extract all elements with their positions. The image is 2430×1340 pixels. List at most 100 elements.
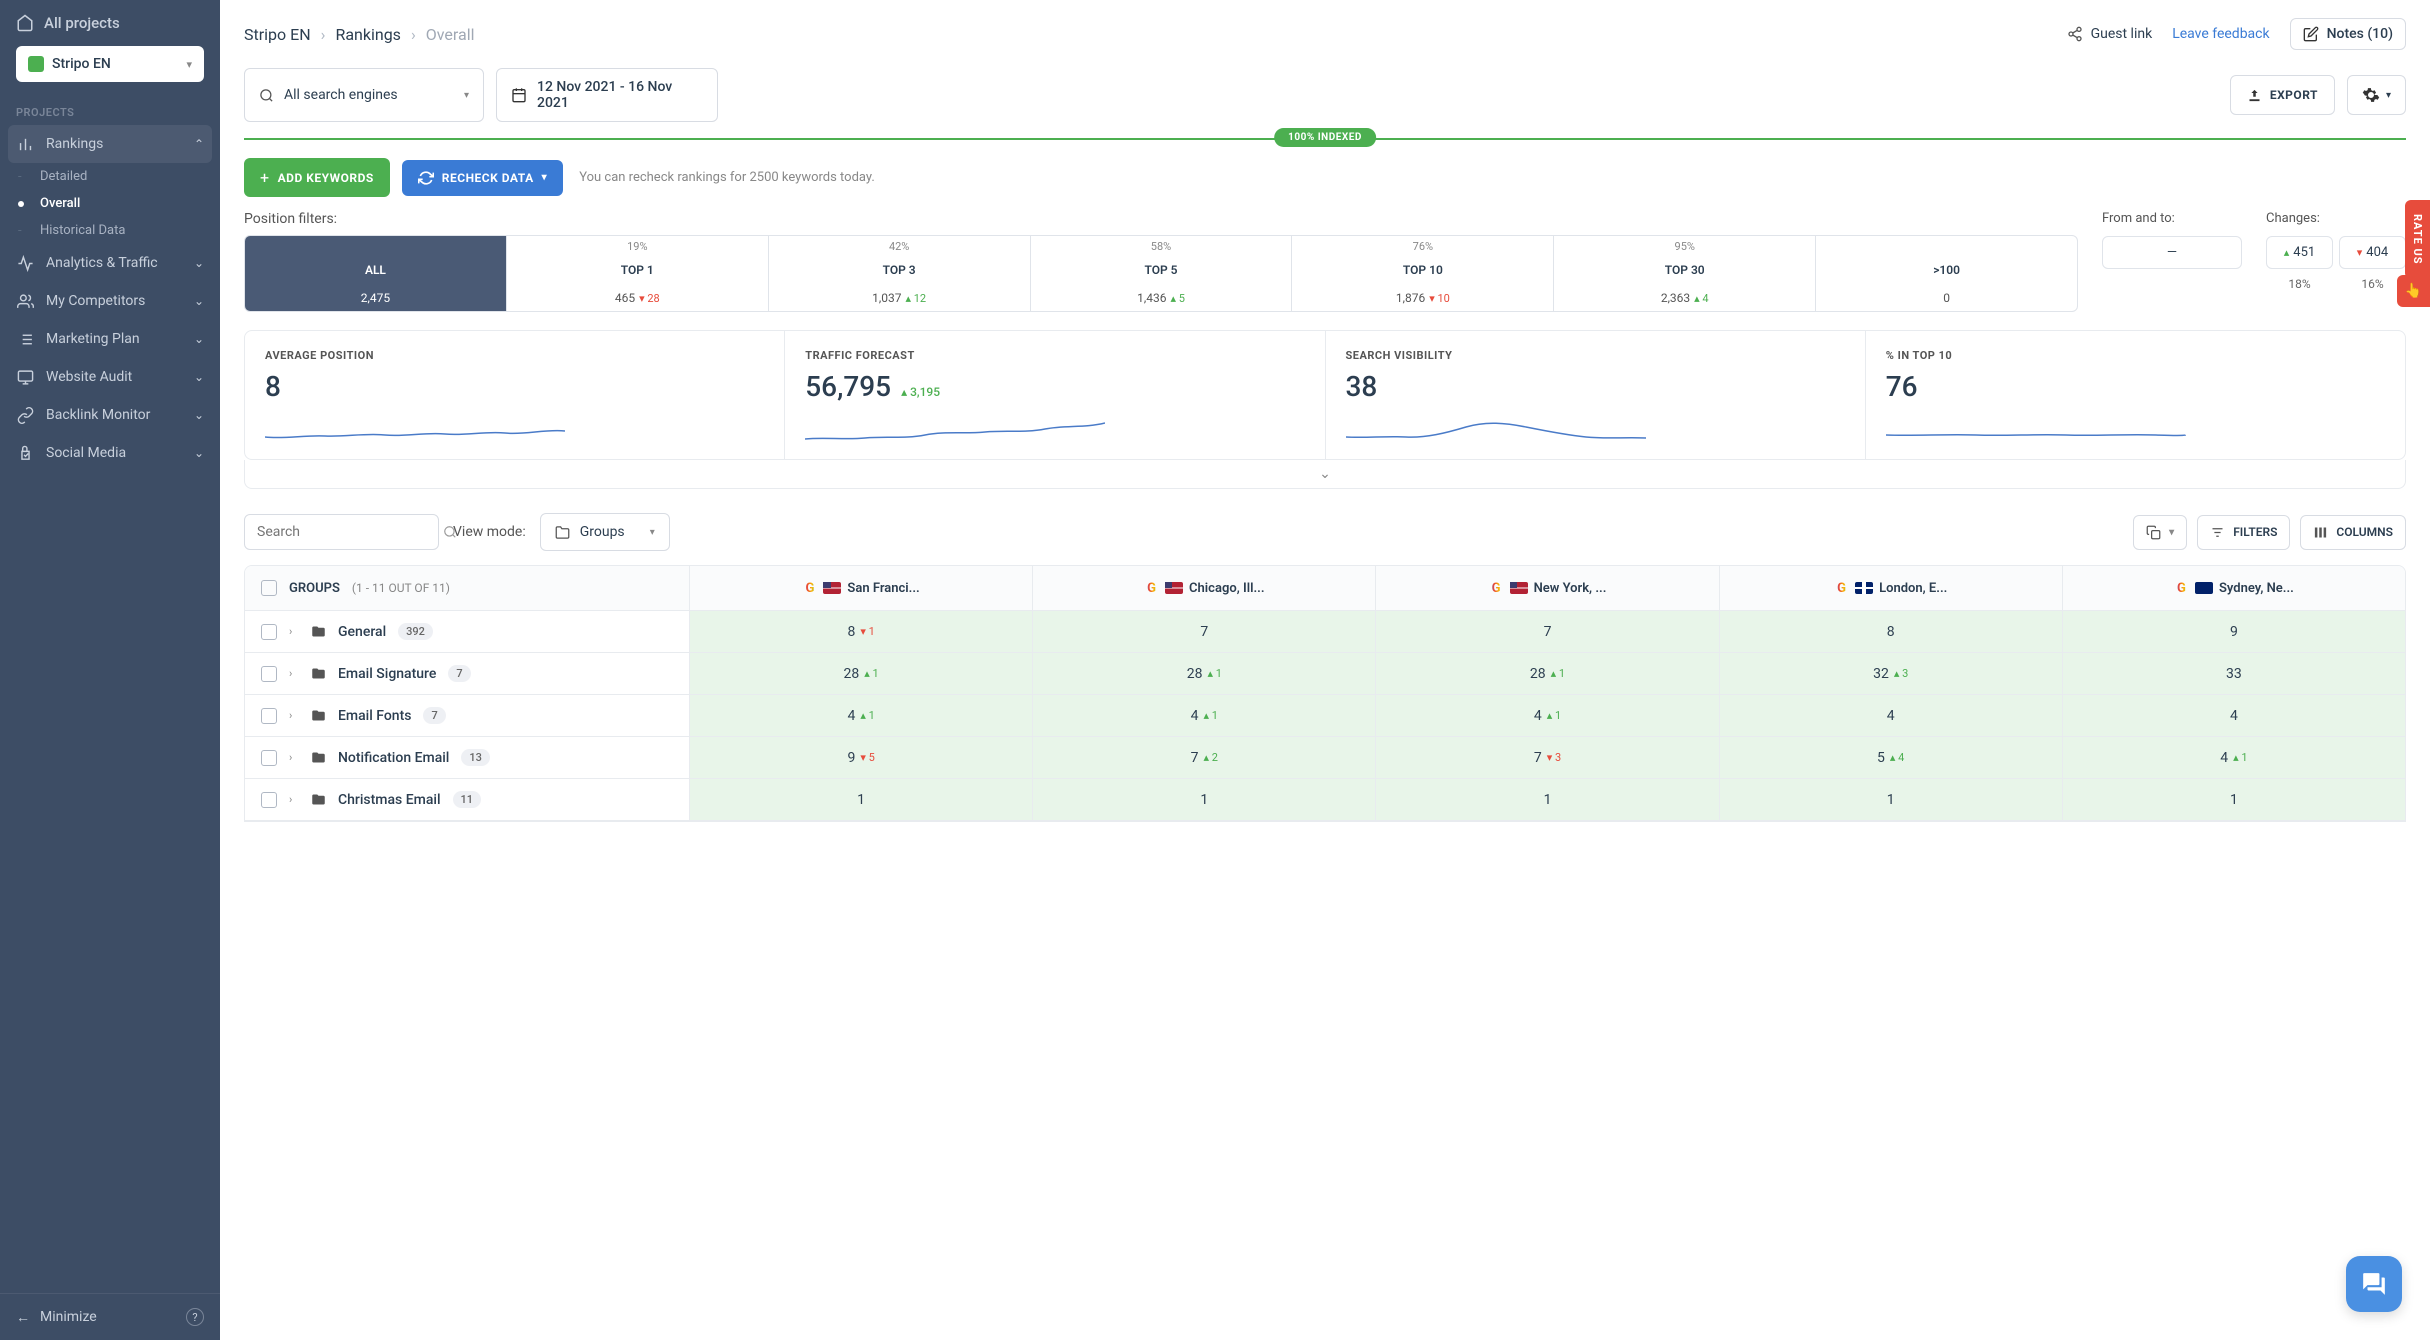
- copy-button[interactable]: ▾: [2133, 515, 2187, 550]
- guest-link[interactable]: Guest link: [2067, 26, 2153, 42]
- minimize-sidebar[interactable]: ← Minimize: [16, 1309, 97, 1326]
- filter-tab-top1[interactable]: 19%TOP 1465▾ 28: [507, 236, 769, 311]
- nav-sub-historical-data[interactable]: Historical Data: [0, 217, 220, 244]
- rank-cell[interactable]: 7▴ 2: [1033, 737, 1376, 778]
- rank-cell[interactable]: 28▴ 1: [1033, 653, 1376, 694]
- filters-button[interactable]: FILTERS: [2197, 515, 2290, 550]
- row-checkbox[interactable]: [261, 708, 277, 724]
- rank-cell[interactable]: 1: [1720, 779, 2063, 820]
- row-checkbox[interactable]: [261, 624, 277, 640]
- row-checkbox[interactable]: [261, 750, 277, 766]
- help-icon[interactable]: ?: [186, 1308, 204, 1326]
- select-all-checkbox[interactable]: [261, 580, 277, 596]
- rank-cell[interactable]: 33: [2063, 653, 2405, 694]
- city-column-header[interactable]: GNew York, ...: [1376, 566, 1719, 610]
- rank-cell[interactable]: 32▴ 3: [1720, 653, 2063, 694]
- rank-cell[interactable]: 1: [1033, 779, 1376, 820]
- nav-sub-overall[interactable]: Overall: [0, 190, 220, 217]
- metric-card[interactable]: % IN TOP 10 76: [1866, 331, 2405, 459]
- filter-tab-top10[interactable]: 76%TOP 101,876▾ 10: [1292, 236, 1554, 311]
- rank-cell[interactable]: 4: [1720, 695, 2063, 736]
- filter-tab-all[interactable]: ALL2,475: [245, 236, 507, 311]
- group-name[interactable]: General: [338, 624, 386, 640]
- notes-button[interactable]: Notes (10): [2290, 18, 2406, 50]
- expand-row-icon[interactable]: ›: [289, 751, 299, 764]
- rank-cell[interactable]: 28▴ 1: [690, 653, 1033, 694]
- settings-button[interactable]: ▾: [2347, 75, 2406, 115]
- filter-tab-top5[interactable]: 58%TOP 51,436▴ 5: [1031, 236, 1293, 311]
- city-column-header[interactable]: GSydney, Ne...: [2063, 566, 2405, 610]
- group-name[interactable]: Email Fonts: [338, 708, 411, 724]
- group-name[interactable]: Christmas Email: [338, 792, 441, 808]
- chat-widget[interactable]: [2346, 1256, 2402, 1312]
- project-selector[interactable]: Stripo EN ▾: [16, 46, 204, 82]
- rank-cell[interactable]: 28▴ 1: [1376, 653, 1719, 694]
- chevron-icon: ⌄: [194, 408, 204, 422]
- rank-cell[interactable]: 4▴ 1: [1033, 695, 1376, 736]
- rank-cell[interactable]: 8▾ 1: [690, 611, 1033, 652]
- export-button[interactable]: EXPORT: [2230, 75, 2335, 115]
- nav-item-my-competitors[interactable]: My Competitors⌄: [0, 282, 220, 320]
- breadcrumb-item[interactable]: Stripo EN: [244, 25, 311, 44]
- metric-card[interactable]: AVERAGE POSITION 8: [245, 331, 785, 459]
- leave-feedback-link[interactable]: Leave feedback: [2172, 26, 2269, 42]
- metrics-expand-toggle[interactable]: ⌄: [244, 460, 2406, 489]
- recheck-data-button[interactable]: RECHECK DATA ▾: [402, 160, 563, 196]
- row-checkbox[interactable]: [261, 666, 277, 682]
- nav-item-social-media[interactable]: Social Media⌄: [0, 434, 220, 472]
- group-name[interactable]: Notification Email: [338, 750, 449, 766]
- breadcrumb-item[interactable]: Rankings: [335, 25, 400, 44]
- changes-down-box[interactable]: ▾ 404: [2339, 236, 2406, 269]
- rank-cell[interactable]: 9▾ 5: [690, 737, 1033, 778]
- filter-tab-top3[interactable]: 42%TOP 31,037▴ 12: [769, 236, 1031, 311]
- expand-row-icon[interactable]: ›: [289, 625, 299, 638]
- city-column-header[interactable]: GLondon, E...: [1720, 566, 2063, 610]
- rank-cell[interactable]: 4▴ 1: [1376, 695, 1719, 736]
- rate-us-hand-icon[interactable]: 👆: [2397, 275, 2430, 307]
- rank-cell[interactable]: 8: [1720, 611, 2063, 652]
- table-search-input[interactable]: [257, 524, 435, 540]
- rank-cell[interactable]: 1: [690, 779, 1033, 820]
- metric-card[interactable]: SEARCH VISIBILITY 38: [1326, 331, 1866, 459]
- rank-cell[interactable]: 4: [2063, 695, 2405, 736]
- rank-cell[interactable]: 1: [2063, 779, 2405, 820]
- changes-up-box[interactable]: ▴ 451: [2266, 236, 2333, 269]
- search-engines-dropdown[interactable]: All search engines ▾: [244, 68, 484, 122]
- group-name[interactable]: Email Signature: [338, 666, 436, 682]
- sparkline-chart: [1346, 417, 1646, 445]
- expand-row-icon[interactable]: ›: [289, 793, 299, 806]
- from-to-input[interactable]: —: [2102, 236, 2242, 269]
- chevron-down-icon: ▾: [464, 90, 469, 101]
- date-range-picker[interactable]: 12 Nov 2021 - 16 Nov 2021: [496, 68, 718, 122]
- filter-tab-100[interactable]: >1000: [1816, 236, 2077, 311]
- nav-item-rankings[interactable]: Rankings⌃: [8, 125, 212, 163]
- city-column-header[interactable]: GChicago, Ill...: [1033, 566, 1376, 610]
- add-keywords-button[interactable]: + ADD KEYWORDS: [244, 158, 390, 197]
- chevron-icon: ⌄: [194, 256, 204, 270]
- rank-cell[interactable]: 1: [1376, 779, 1719, 820]
- nav-item-backlink-monitor[interactable]: Backlink Monitor⌄: [0, 396, 220, 434]
- columns-button[interactable]: COLUMNS: [2300, 515, 2406, 550]
- nav-item-marketing-plan[interactable]: Marketing Plan⌄: [0, 320, 220, 358]
- metric-card[interactable]: TRAFFIC FORECAST 56,795▴ 3,195: [785, 331, 1325, 459]
- rank-cell[interactable]: 7▾ 3: [1376, 737, 1719, 778]
- rank-cell[interactable]: 7: [1033, 611, 1376, 652]
- filter-tab-top30[interactable]: 95%TOP 302,363▴ 4: [1554, 236, 1816, 311]
- rank-cell[interactable]: 4▴ 1: [690, 695, 1033, 736]
- table-search[interactable]: [244, 514, 439, 550]
- nav-item-analytics-&-traffic[interactable]: Analytics & Traffic⌄: [0, 244, 220, 282]
- nav-item-website-audit[interactable]: Website Audit⌄: [0, 358, 220, 396]
- rank-cell[interactable]: 5▴ 4: [1720, 737, 2063, 778]
- all-projects-link[interactable]: All projects: [16, 14, 204, 32]
- rank-cell[interactable]: 7: [1376, 611, 1719, 652]
- city-column-header[interactable]: GSan Franci...: [690, 566, 1033, 610]
- row-checkbox[interactable]: [261, 792, 277, 808]
- rate-us-tab[interactable]: RATE US: [2405, 200, 2430, 279]
- nav-sub-detailed[interactable]: Detailed: [0, 163, 220, 190]
- action-row: + ADD KEYWORDS RECHECK DATA ▾ You can re…: [220, 140, 2430, 211]
- rank-cell[interactable]: 4▴ 1: [2063, 737, 2405, 778]
- view-mode-dropdown[interactable]: Groups ▾: [540, 513, 670, 551]
- expand-row-icon[interactable]: ›: [289, 709, 299, 722]
- rank-cell[interactable]: 9: [2063, 611, 2405, 652]
- expand-row-icon[interactable]: ›: [289, 667, 299, 680]
